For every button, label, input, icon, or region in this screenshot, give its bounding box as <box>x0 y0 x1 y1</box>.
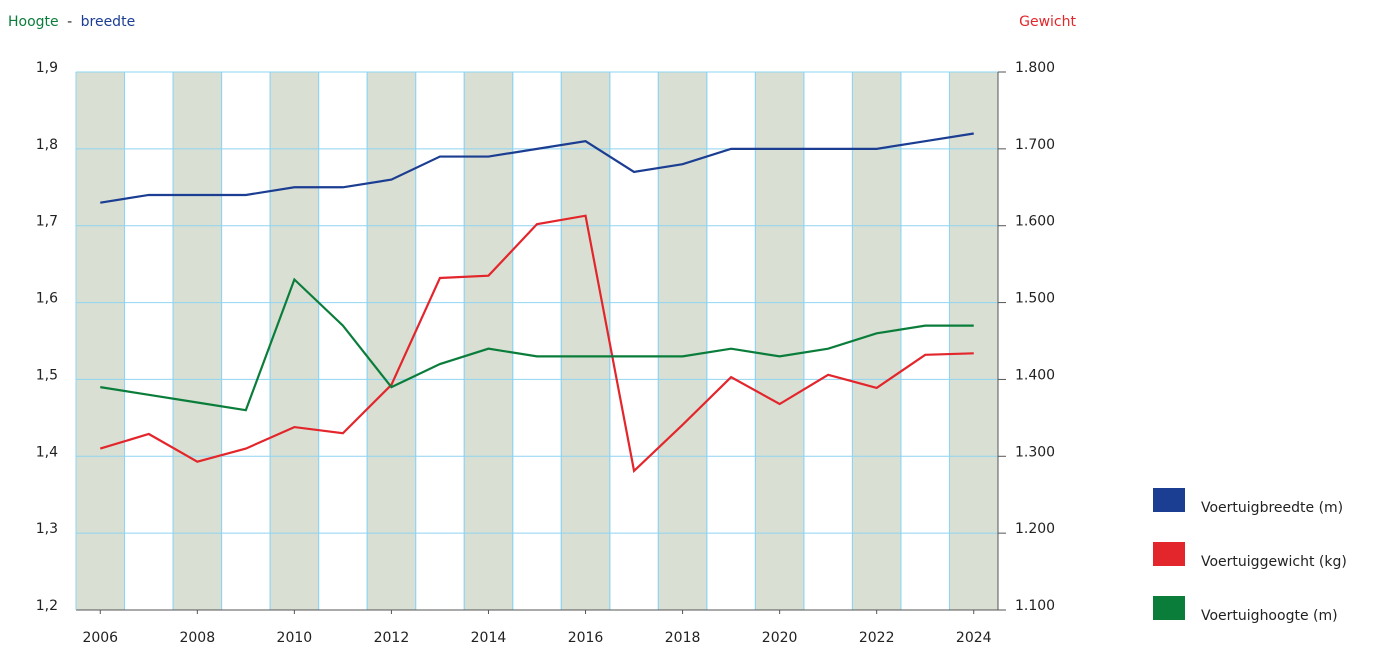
y-label-part: - <box>67 14 72 30</box>
x-tick-label: 2016 <box>568 630 604 646</box>
y-label-part: breedte <box>81 14 136 30</box>
x-tick-label: 2024 <box>956 630 992 646</box>
y-label-part: Hoogte <box>8 14 59 30</box>
y-label: Hoogte - breedte <box>8 14 135 30</box>
x-tick-label: 2018 <box>665 630 701 646</box>
band <box>76 72 125 610</box>
band <box>464 72 513 610</box>
x-tick-label: 2012 <box>374 630 410 646</box>
legend-swatch <box>1153 596 1185 620</box>
y-tick-label: 1,3 <box>36 521 58 537</box>
band <box>173 72 222 610</box>
y2-tick-label: 1.200 <box>1015 521 1055 537</box>
legend-swatch <box>1153 542 1185 566</box>
y-tick-label: 1,9 <box>36 60 58 76</box>
band <box>658 72 707 610</box>
band <box>949 72 998 610</box>
x-tick-label: 2006 <box>82 630 118 646</box>
y-tick-label: 1,5 <box>36 367 58 383</box>
band <box>367 72 416 610</box>
y2-tick-label: 1.100 <box>1015 598 1055 614</box>
legend-label: Voertuiggewicht (kg) <box>1201 554 1347 570</box>
legend-label: Voertuigbreedte (m) <box>1201 500 1343 516</box>
legend-label: Voertuighoogte (m) <box>1201 608 1338 624</box>
y2-tick-label: 1.600 <box>1015 214 1055 230</box>
y-tick-label: 1,7 <box>36 214 58 230</box>
y2-tick-label: 1.400 <box>1015 367 1055 383</box>
x-tick-label: 2010 <box>277 630 313 646</box>
y2-tick-label: 1.800 <box>1015 60 1055 76</box>
band <box>270 72 319 610</box>
y2-tick-label: 1.300 <box>1015 444 1055 460</box>
y2-label: Gewicht <box>1019 14 1076 30</box>
y-tick-label: 1,8 <box>36 137 58 153</box>
series-line <box>99 214 974 474</box>
series-line <box>100 132 974 204</box>
series-line <box>100 277 974 412</box>
band <box>561 72 610 610</box>
x-tick-label: 2008 <box>179 630 215 646</box>
x-tick-label: 2014 <box>471 630 507 646</box>
legend-swatch <box>1153 488 1185 512</box>
x-tick-label: 2022 <box>859 630 895 646</box>
band <box>852 72 901 610</box>
y2-tick-label: 1.700 <box>1015 137 1055 153</box>
y2-tick-label: 1.500 <box>1015 291 1055 307</box>
x-tick-label: 2020 <box>762 630 798 646</box>
y-tick-label: 1,2 <box>36 598 58 614</box>
y-tick-label: 1,4 <box>36 444 58 460</box>
band <box>755 72 804 610</box>
y-tick-label: 1,6 <box>36 291 58 307</box>
